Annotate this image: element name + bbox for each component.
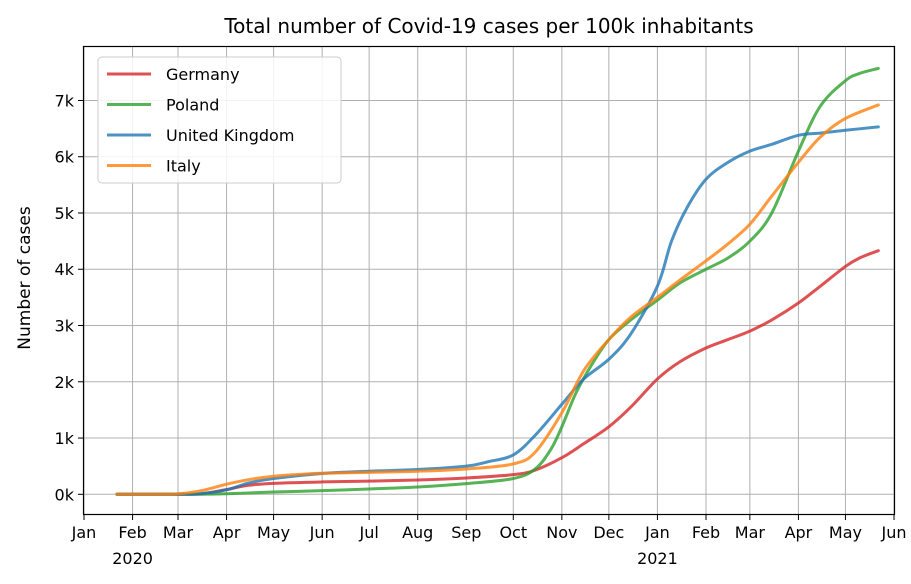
legend-label-poland: Poland: [166, 96, 219, 115]
y-tick-label: 2k: [55, 373, 75, 392]
x-tick-label: Aug: [402, 523, 433, 542]
y-tick-label: 4k: [55, 260, 75, 279]
x-tick-label: Jun: [881, 523, 907, 542]
x-tick-label: Feb: [118, 523, 146, 542]
x-tick-label: May: [829, 523, 862, 542]
x-tick-label: Apr: [785, 523, 813, 542]
series-layer: [115, 66, 880, 496]
y-tick-label: 0k: [55, 485, 75, 504]
legend-box: [97, 56, 342, 184]
series-line-italy: [115, 103, 880, 496]
x-tick-label: Oct: [499, 523, 527, 542]
x-axis: Jan Feb Mar Apr May Jun Jul Aug Sep Oct Nov Dec Jan F…: [71, 514, 907, 568]
x-tick-label: Mar: [735, 523, 766, 542]
x-year-label: 2020: [112, 549, 153, 568]
y-tick-label: 7k: [55, 91, 75, 110]
plot-frame: [82, 45, 896, 516]
y-tick-label: 6k: [55, 148, 75, 167]
y-axis: 0k 1k 2k 3k 4k 5k 6k 7k: [55, 91, 84, 504]
x-tick-label: May: [257, 523, 290, 542]
x-tick-label: Feb: [692, 523, 720, 542]
legend-label-italy: Italy: [166, 157, 201, 176]
y-axis-label: Number of cases: [15, 206, 35, 350]
x-tick-label: Jan: [71, 523, 97, 542]
legend: Germany Poland United Kingdom Italy: [97, 56, 342, 184]
legend-label-united-kingdom: United Kingdom: [166, 126, 294, 145]
y-tick-label: 5k: [55, 204, 75, 223]
x-tick-label: Jun: [309, 523, 335, 542]
series-line-poland: [115, 66, 880, 496]
x-tick-label: Sep: [451, 523, 481, 542]
x-year-label: 2021: [637, 549, 678, 568]
x-tick-label: Apr: [213, 523, 241, 542]
x-tick-label: Jan: [644, 523, 670, 542]
x-tick-label: Nov: [546, 523, 577, 542]
y-tick-label: 1k: [55, 429, 75, 448]
chart-title: Total number of Covid-19 cases per 100k …: [223, 14, 753, 38]
x-tick-label: Mar: [163, 523, 194, 542]
series-line-germany: [115, 249, 880, 496]
y-tick-label: 3k: [55, 317, 75, 336]
x-tick-label: Jul: [358, 523, 378, 542]
legend-label-germany: Germany: [166, 65, 240, 84]
x-tick-label: Dec: [593, 523, 624, 542]
